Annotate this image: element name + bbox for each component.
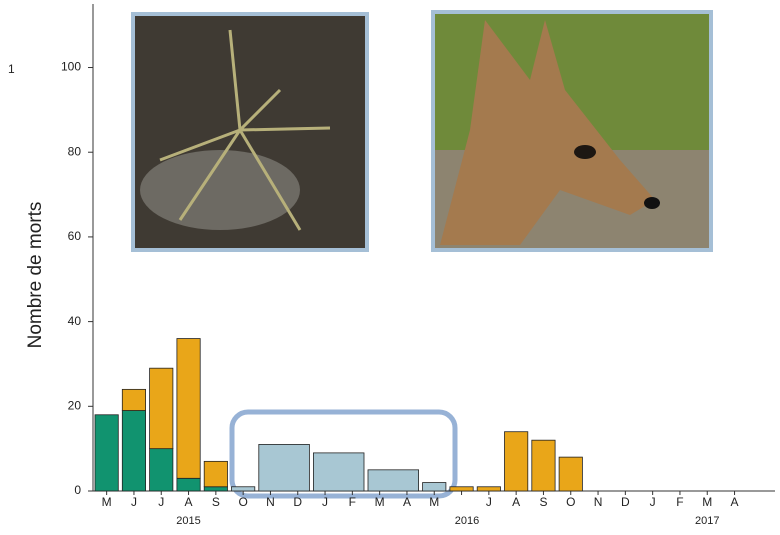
x-tick-label: A: [731, 495, 739, 509]
x-tick-label: M: [429, 495, 439, 509]
year-label: 2017: [695, 515, 719, 527]
x-tick-label: A: [512, 495, 520, 509]
x-tick-label: A: [185, 495, 193, 509]
year-label: 2016: [455, 515, 479, 527]
bar: [312, 452, 365, 492]
bar: [258, 444, 310, 492]
y-tick-label: 60: [68, 229, 82, 243]
bar: [94, 414, 119, 492]
bar: [558, 456, 583, 492]
x-tick-label: F: [349, 495, 356, 509]
x-tick-label: A: [403, 495, 411, 509]
bar: [449, 486, 474, 492]
bar: [476, 486, 501, 492]
bar: [121, 388, 147, 411]
photo-seedling: [131, 12, 369, 252]
y-tick-label: 40: [68, 314, 82, 328]
x-tick-label: J: [131, 495, 137, 509]
bar: [203, 460, 228, 488]
y-axis-title: Nombre de morts: [25, 202, 46, 349]
bar: [531, 439, 556, 492]
x-tick-label: N: [594, 495, 603, 509]
bar: [422, 482, 447, 492]
x-tick-label: J: [158, 495, 164, 509]
x-tick-label: D: [293, 495, 302, 509]
y-tick-label: 20: [68, 398, 82, 412]
x-tick-label: M: [375, 495, 385, 509]
x-tick-label: S: [539, 495, 547, 509]
x-tick-label: J: [322, 495, 328, 509]
year-label: 2015: [176, 515, 200, 527]
bar: [176, 477, 201, 492]
y-tick-label: 0: [74, 483, 81, 497]
x-tick-label: J: [650, 495, 656, 509]
x-tick-label: S: [212, 495, 220, 509]
x-tick-label: O: [238, 495, 247, 509]
bar: [367, 469, 419, 492]
bar: [121, 410, 147, 492]
x-tick-label: M: [702, 495, 712, 509]
y-tick-label: 80: [68, 144, 82, 158]
bar: [149, 367, 174, 450]
y-tick-label: 100: [61, 60, 81, 74]
winter-highlight: [229, 409, 458, 499]
bar: [504, 431, 529, 492]
x-tick-label: J: [486, 495, 492, 509]
bar: [149, 448, 174, 492]
x-tick-label: O: [566, 495, 575, 509]
photo-deer: [431, 10, 713, 252]
bar: [203, 486, 228, 492]
x-tick-label: F: [676, 495, 683, 509]
bar: [231, 486, 256, 492]
bar: [176, 338, 201, 479]
annotation: 1: [8, 62, 15, 76]
x-tick-label: N: [266, 495, 275, 509]
x-tick-label: D: [621, 495, 630, 509]
x-tick-label: M: [102, 495, 112, 509]
